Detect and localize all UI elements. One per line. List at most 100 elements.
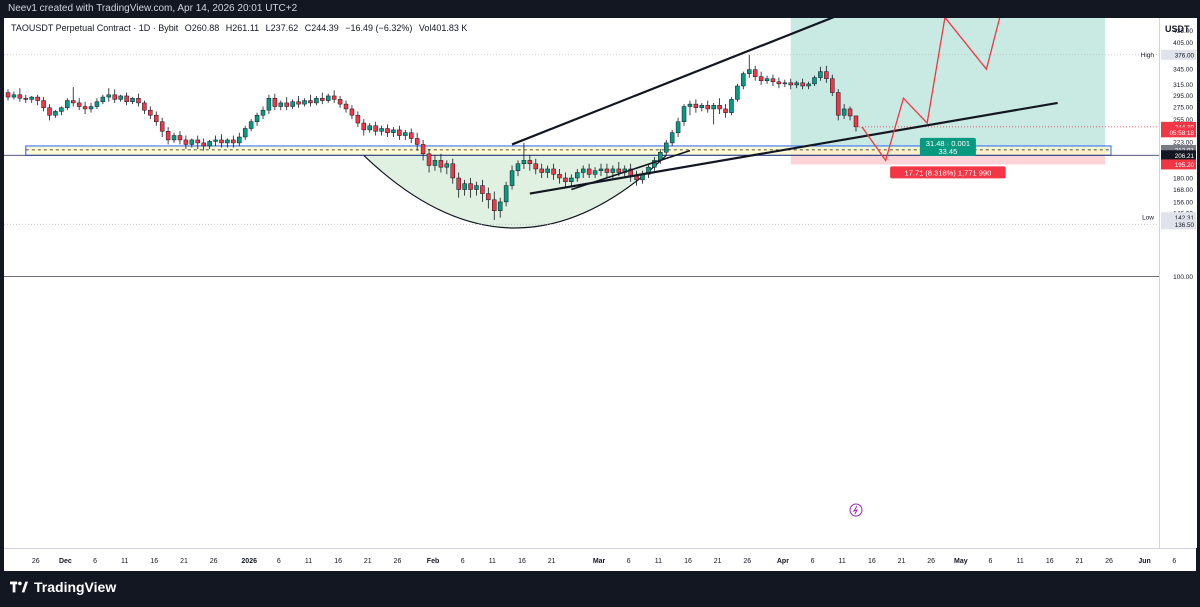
price-badge-bg-4 xyxy=(1161,127,1196,138)
candle-body-2026-03-15 xyxy=(675,121,681,133)
time-tick-4: 16 xyxy=(150,558,158,565)
candle-body-2026-01-21 xyxy=(361,122,367,131)
candle-body-2026-02-03 xyxy=(438,160,444,168)
candle-body-2026-02-09 xyxy=(474,185,479,190)
price-tick-11: 315.00 xyxy=(1173,82,1193,89)
candle-body-2025-12-17 xyxy=(154,114,159,122)
candle-body-2025-12-10 xyxy=(112,94,117,100)
candle-body-2026-02-06 xyxy=(456,177,461,190)
time-axis[interactable]: 26 Dec 6 11 16 21 26 2026 6 11 16 21 26 Feb 6 11 16 21 Mar… xyxy=(4,548,1196,571)
candle-body-2026-01-24 xyxy=(379,128,384,132)
time-tick-17: 21 xyxy=(548,558,556,565)
time-tick-1: Dec xyxy=(59,558,72,565)
candle-body-2026-02-21 xyxy=(545,168,550,173)
candle-body-2025-12-11 xyxy=(118,95,123,100)
candle-body-2025-12-29 xyxy=(225,139,230,144)
candle-body-2026-03-25 xyxy=(735,85,740,100)
time-tick-12: 26 xyxy=(394,558,402,565)
volume-value: Vol401.83 K xyxy=(418,23,468,33)
candle-body-2025-12-09 xyxy=(106,94,112,98)
time-tick-10: 16 xyxy=(334,558,342,565)
candle-body-2026-03-19 xyxy=(699,105,705,108)
candle-body-2026-01-23 xyxy=(373,125,378,132)
candle-body-2026-02-28 xyxy=(586,168,592,175)
time-tick-30: May xyxy=(954,558,968,565)
candle-body-2026-02-14 xyxy=(503,185,509,203)
stop-label-bg xyxy=(890,166,1006,179)
candle-body-2026-03-23 xyxy=(723,108,728,113)
candle-body-2026-04-12 xyxy=(841,108,847,116)
candle-body-2025-12-06 xyxy=(88,106,94,110)
price-badge-bg-2 xyxy=(1161,49,1196,60)
candle-body-2026-03-08 xyxy=(634,175,639,181)
candle-body-2025-11-28 xyxy=(41,100,46,108)
time-tick-2: 6 xyxy=(93,558,97,565)
time-tick-6: 26 xyxy=(210,558,218,565)
candle-body-2025-11-27 xyxy=(35,96,40,101)
candle-body-2026-01-14 xyxy=(320,97,325,101)
candle-body-2025-12-20 xyxy=(171,135,177,141)
time-tick-3: 11 xyxy=(121,558,128,565)
candle-body-2026-03-17 xyxy=(687,103,693,107)
candle-body-2026-04-05 xyxy=(800,82,805,87)
time-tick-8: 6 xyxy=(277,558,281,565)
price-badge-bg-9 xyxy=(1161,219,1196,230)
price-tick-10: 345.00 xyxy=(1173,67,1193,74)
time-tick-31: 6 xyxy=(988,558,992,565)
tradingview-logo: TradingView xyxy=(10,579,116,595)
candle-body-2026-03-02 xyxy=(598,168,604,171)
time-tick-25: 6 xyxy=(811,558,815,565)
candle-body-2026-04-14 xyxy=(853,115,859,128)
symbol-name[interactable]: TAOUSDT Perpetual Contract · 1D · Bybit xyxy=(11,23,179,33)
candle-body-2026-03-05 xyxy=(616,168,622,173)
candle-body-2026-02-16 xyxy=(515,163,521,171)
candle-body-2025-12-27 xyxy=(213,139,218,142)
candle-body-2026-02-13 xyxy=(497,201,503,211)
candle-body-2026-02-08 xyxy=(468,183,473,190)
time-tick-21: 16 xyxy=(684,558,692,565)
candle-body-2026-01-29 xyxy=(408,132,414,139)
time-tick-11: 21 xyxy=(364,558,372,565)
low-label: Low xyxy=(1142,214,1154,221)
stop-label: 17.71 (8.318%) 1,771 990 xyxy=(905,168,992,177)
candle-body-2026-03-22 xyxy=(717,105,722,110)
time-tick-35: 26 xyxy=(1105,558,1113,565)
currency-label[interactable]: USDT xyxy=(1165,24,1190,34)
candle-body-2026-04-06 xyxy=(806,83,811,87)
candle-body-2025-12-28 xyxy=(219,139,224,144)
candle-body-2025-12-13 xyxy=(130,97,135,102)
candle-body-2026-01-09 xyxy=(290,101,295,107)
chart-pane[interactable]: 592.38 (278.230%) 59,238 1334.4917.71 (8… xyxy=(4,0,1159,548)
candle-body-2026-01-25 xyxy=(385,128,390,133)
candle-body-2026-01-08 xyxy=(284,102,289,107)
price-axis[interactable]: 435.00 405.00 345.00 315.00 295.00 275.00 255.… xyxy=(1159,18,1197,548)
price-tick-14: 255.00 xyxy=(1173,117,1193,124)
chart-canvas[interactable]: 592.38 (278.230%) 59,238 1334.4917.71 (8… xyxy=(4,0,1159,548)
candle-body-2026-02-26 xyxy=(575,172,580,179)
tradingview-brand: TradingView xyxy=(34,579,117,595)
candle-body-2026-03-16 xyxy=(681,106,687,122)
price-tick-13: 275.00 xyxy=(1173,105,1193,112)
candle-body-2026-01-22 xyxy=(367,125,372,131)
candle-body-2026-03-24 xyxy=(729,99,734,113)
candle-body-2026-01-02 xyxy=(248,121,254,129)
price-badge-bg-3 xyxy=(1161,121,1196,132)
candle-body-2026-02-15 xyxy=(509,170,515,186)
ohlc-low: L237.62 xyxy=(265,23,299,33)
price-badge-bg-7 xyxy=(1161,159,1196,170)
candle-body-2026-02-22 xyxy=(551,168,556,175)
candle-body-2026-02-23 xyxy=(557,174,562,179)
candle-body-2025-11-29 xyxy=(47,107,52,116)
high-label: High xyxy=(1141,52,1155,59)
candle-body-2026-01-20 xyxy=(355,114,361,124)
time-tick-37: 6 xyxy=(1172,558,1176,565)
candle-body-2026-02-10 xyxy=(480,185,485,194)
time-tick-14: 6 xyxy=(461,558,465,565)
time-tick-19: 6 xyxy=(627,558,631,565)
time-tick-9: 11 xyxy=(305,558,312,565)
price-tick-20: 100.00 xyxy=(1173,274,1193,281)
time-axis-canvas: 26 Dec 6 11 16 21 26 2026 6 11 16 21 26 Feb 6 11 16 21 Mar… xyxy=(32,558,1177,565)
upper-trendline xyxy=(511,0,880,146)
candle-body-2026-02-27 xyxy=(580,168,586,173)
ohlc-open: O260.88 xyxy=(184,23,220,33)
